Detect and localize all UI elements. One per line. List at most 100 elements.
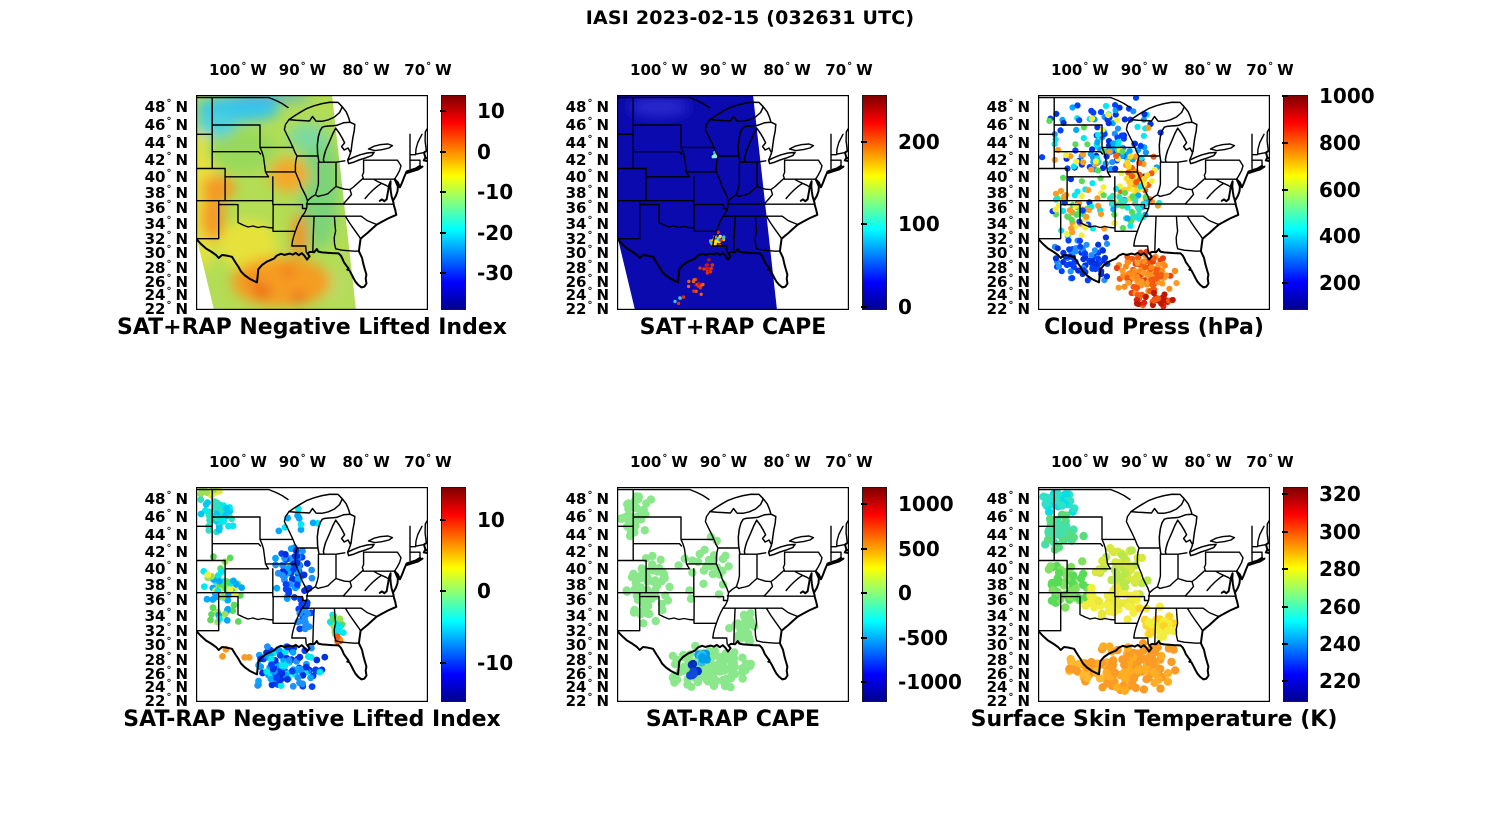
lat-tick-label: 26° N [986,664,1030,683]
colorbar-tick-label: 1000 [1319,84,1375,109]
lat-tick-label: 28° N [986,650,1030,669]
lat-tick-label: 26° N [986,272,1030,291]
colorbar-tick-label: 220 [1319,669,1361,694]
colorbar: 10 0 -10 [440,487,513,702]
colorbar-tick-mark [861,547,867,550]
colorbar-tick-mark [440,231,446,234]
lat-tick-label: 24° N [144,678,188,697]
lat-tick-label: 26° N [565,664,609,683]
panel-title: SAT-RAP CAPE [645,707,821,732]
lat-tick-label: 44° N [144,526,188,545]
lat-tick-label: 30° N [986,636,1030,655]
map-canvas [617,95,849,310]
lat-tick-label: 42° N [986,151,1030,170]
lon-tick-label: 80° W [342,453,390,471]
map-canvas [1038,487,1270,702]
lat-tick-label: 48° N [986,489,1030,508]
lat-tick-label: 36° N [144,591,188,610]
colorbar: 200 100 0 [861,95,940,319]
lat-tick-label: 22° N [565,300,609,319]
lat-tick-label: 32° N [144,621,188,640]
lat-tick-label: 26° N [144,272,188,291]
lon-tick-label: 100° W [1051,61,1109,79]
colorbar-tick-mark [1282,95,1288,98]
map-canvas [196,95,428,310]
lat-tick-label: 44° N [986,526,1030,545]
lat-tick-label: 22° N [986,692,1030,711]
lat-tick-label: 34° N [565,606,609,625]
colorbar-tick-mark [1282,282,1288,285]
colorbar-tick-label: 320 [1319,482,1361,507]
lat-tick-label: 32° N [144,229,188,248]
longitude-axis: 100° W 90° W 80° W 70° W [196,61,452,83]
colorbar-tick-mark [440,518,446,521]
lat-tick-label: 44° N [986,134,1030,153]
colorbar-tick-label: -1000 [898,670,962,695]
colorbar-tick-label: -500 [898,625,949,650]
colorbar-tick-label: 500 [898,536,940,561]
colorbar-tick-label: -10 [477,650,514,675]
map-panel-cloud-press-hpa: 100° W 90° W 80° W 70° W 48° N 46° N 44° N 42° N 40° N 38… [958,50,1378,362]
lat-tick-label: 42° N [144,543,188,562]
lat-tick-label: 44° N [565,526,609,545]
colorbar-tick-label: -20 [477,220,514,245]
colorbar-tick-label: 600 [1319,177,1361,202]
state-borders [1038,488,1270,681]
lon-tick-label: 80° W [342,61,390,79]
longitude-axis: 100° W 90° W 80° W 70° W [1038,61,1294,83]
lat-tick-label: 38° N [565,575,609,594]
colorbar-tick-mark [440,661,446,664]
colorbar-gradient [441,95,466,310]
panel-title: SAT+RAP Negative Lifted Index [117,315,507,340]
colorbar-tick-mark [1282,493,1288,496]
colorbar-tick-label: 100 [898,212,940,237]
latitude-axis: 48° N 46° N 44° N 42° N 40° N 38° N 36° N 34° N 32° N 30° N… [116,95,190,318]
colorbar-tick-label: -10 [477,180,514,205]
longitude-axis: 100° W 90° W 80° W 70° W [617,453,873,475]
colorbar: 10 0 -10 -20 -30 [440,95,513,310]
colorbar-tick-mark [861,636,867,639]
lon-tick-label: 80° W [763,61,811,79]
lon-tick-label: 90° W [699,61,748,79]
colorbar-gradient [441,487,466,702]
map-panel-sat-plus-rap-cape: 100° W 90° W 80° W 70° W 48° N 46° N 44° N 42° N 40° N 38… [537,50,957,362]
figure-title: IASI 2023-02-15 (032631 UTC) [585,7,915,29]
state-borders [196,96,428,289]
lon-tick-label: 80° W [763,453,811,471]
lat-tick-label: 32° N [986,621,1030,640]
colorbar-tick-mark [440,191,446,194]
colorbar-tick-label: 200 [1319,271,1361,296]
latitude-axis: 48° N 46° N 44° N 42° N 40° N 38° N 36° N 34° N 32° N 30° N… [537,487,611,710]
lon-tick-label: 70° W [404,61,452,79]
colorbar-tick-label: 0 [898,294,912,319]
lat-tick-label: 42° N [986,543,1030,562]
lat-tick-label: 36° N [986,591,1030,610]
lat-tick-label: 40° N [565,559,609,578]
lat-tick-label: 32° N [565,621,609,640]
colorbar: 1000 800 600 400 200 [1282,84,1375,310]
state-borders [196,488,428,681]
lat-tick-label: 22° N [986,300,1030,319]
lat-tick-label: 38° N [986,575,1030,594]
lat-tick-label: 24° N [565,286,609,305]
colorbar-tick-label: 200 [898,129,940,154]
colorbar-tick-label: 10 [477,99,505,124]
lat-tick-label: 40° N [144,559,188,578]
lat-tick-label: 42° N [565,543,609,562]
lat-tick-label: 44° N [565,134,609,153]
latitude-axis: 48° N 46° N 44° N 42° N 40° N 38° N 36° N 34° N 32° N 30° N… [958,95,1032,318]
lon-tick-label: 100° W [630,453,688,471]
colorbar-tick-mark [440,110,446,113]
longitude-axis: 100° W 90° W 80° W 70° W [1038,453,1294,475]
lat-tick-label: 28° N [144,650,188,669]
lat-tick-label: 38° N [565,183,609,202]
lon-tick-label: 70° W [825,61,873,79]
lat-tick-label: 24° N [986,678,1030,697]
lat-tick-label: 46° N [565,508,609,527]
colorbar: 320 300 280 260 240 220 [1282,482,1361,702]
lon-tick-label: 100° W [209,61,267,79]
colorbar-tick-mark [861,305,867,308]
lon-tick-label: 70° W [825,453,873,471]
lat-tick-label: 28° N [565,258,609,277]
lat-tick-label: 22° N [144,300,188,319]
